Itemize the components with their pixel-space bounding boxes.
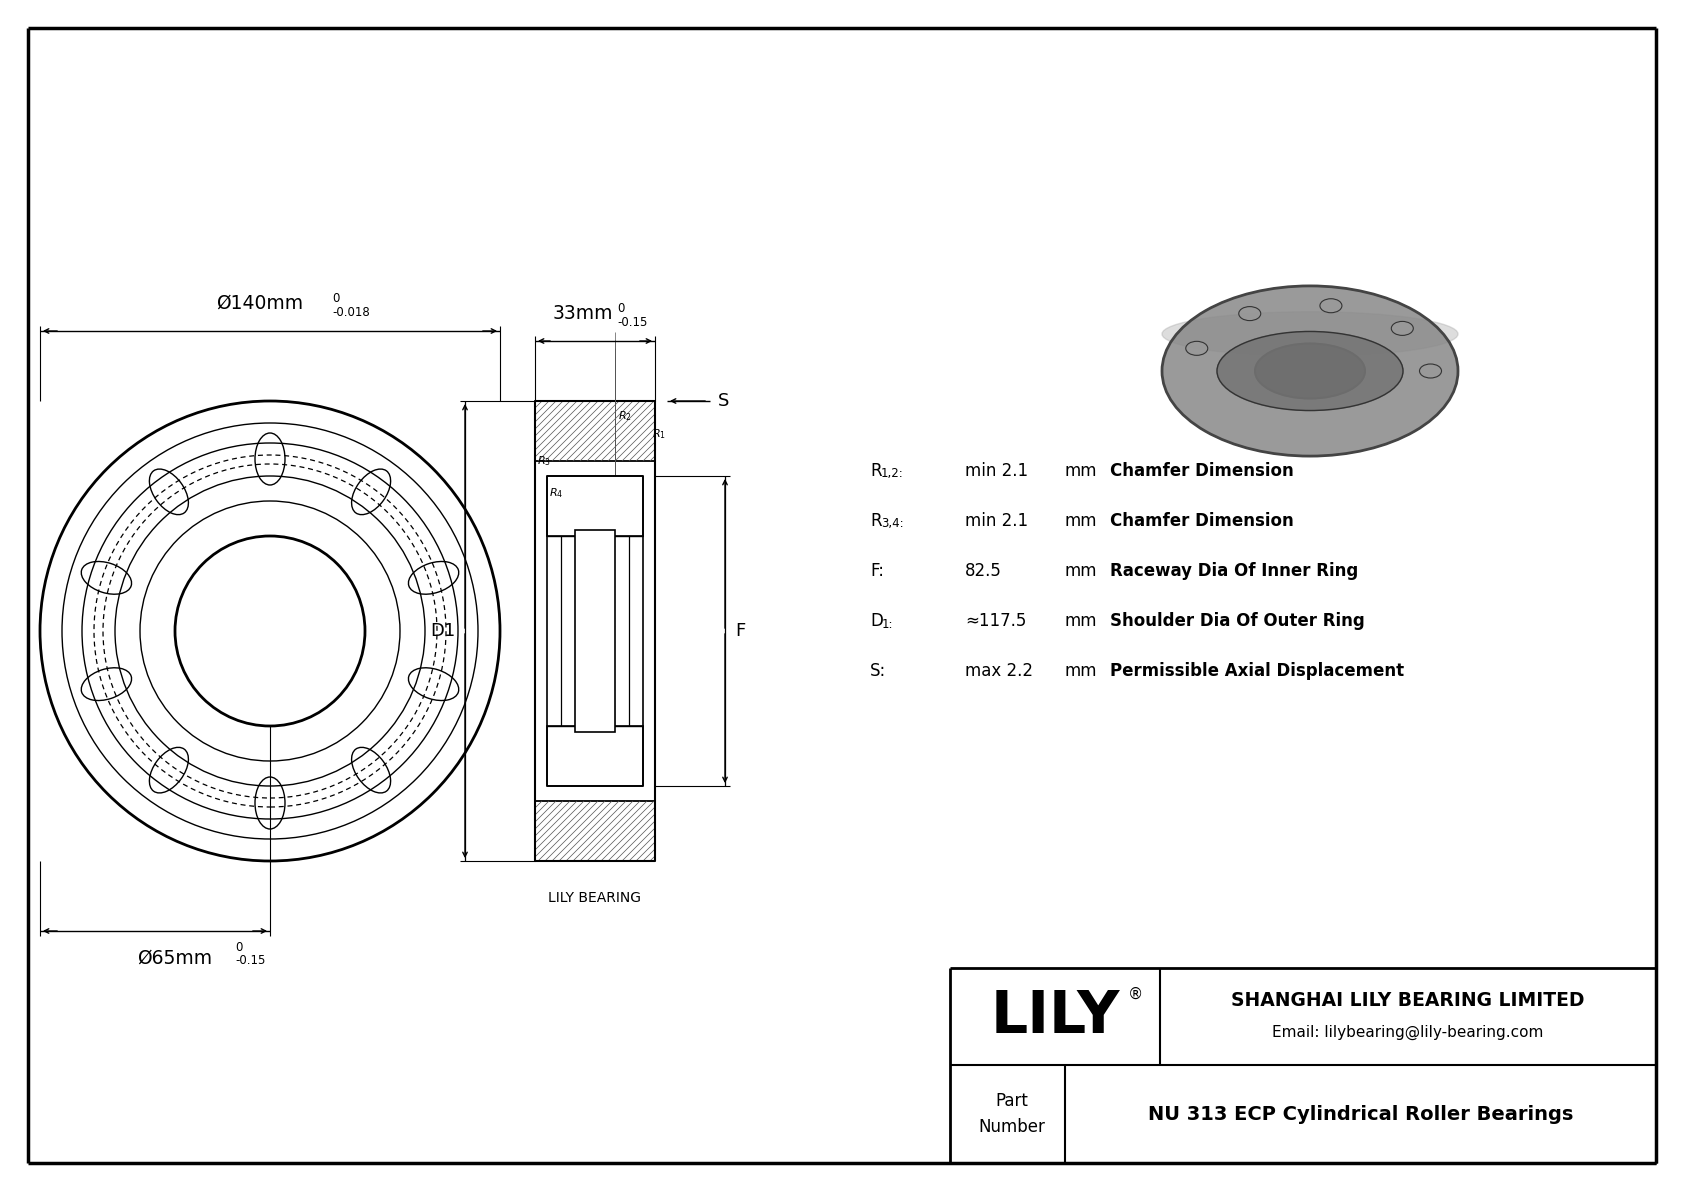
Text: NU 313 ECP Cylindrical Roller Bearings: NU 313 ECP Cylindrical Roller Bearings [1148, 1104, 1573, 1123]
Text: Shoulder Dia Of Outer Ring: Shoulder Dia Of Outer Ring [1110, 612, 1364, 630]
Bar [574, 530, 615, 731]
Text: F: F [734, 622, 746, 640]
Text: Ø65mm: Ø65mm [138, 949, 212, 968]
Text: LILY: LILY [990, 989, 1120, 1045]
Text: max 2.2: max 2.2 [965, 662, 1032, 680]
Ellipse shape [1239, 306, 1261, 320]
Ellipse shape [1391, 322, 1413, 336]
Text: 0: 0 [332, 292, 340, 305]
Text: 1:: 1: [882, 617, 894, 630]
Bar [547, 476, 643, 536]
Bar [536, 802, 655, 861]
Text: mm: mm [1064, 462, 1098, 480]
Text: mm: mm [1064, 512, 1098, 530]
Text: 3,4:: 3,4: [881, 518, 904, 530]
Text: SHANGHAI LILY BEARING LIMITED: SHANGHAI LILY BEARING LIMITED [1231, 991, 1585, 1010]
Text: $R_1$: $R_1$ [652, 428, 665, 441]
Text: 33mm: 33mm [552, 304, 613, 323]
Text: D1: D1 [429, 622, 455, 640]
Text: Chamfer Dimension: Chamfer Dimension [1110, 462, 1293, 480]
Text: min 2.1: min 2.1 [965, 462, 1029, 480]
Text: mm: mm [1064, 612, 1098, 630]
Text: $R_4$: $R_4$ [549, 486, 562, 500]
Text: ≈117.5: ≈117.5 [965, 612, 1026, 630]
Ellipse shape [1320, 299, 1342, 313]
Text: Raceway Dia Of Inner Ring: Raceway Dia Of Inner Ring [1110, 562, 1359, 580]
Text: Chamfer Dimension: Chamfer Dimension [1110, 512, 1293, 530]
Text: $R_2$: $R_2$ [618, 409, 632, 423]
Text: F:: F: [871, 562, 884, 580]
Text: min 2.1: min 2.1 [965, 512, 1029, 530]
Text: S:: S: [871, 662, 886, 680]
Text: mm: mm [1064, 662, 1098, 680]
Text: LILY BEARING: LILY BEARING [549, 891, 642, 905]
Text: R: R [871, 462, 882, 480]
Text: D: D [871, 612, 882, 630]
Text: mm: mm [1064, 562, 1098, 580]
Bar [536, 401, 655, 461]
Ellipse shape [1218, 331, 1403, 411]
Text: -0.018: -0.018 [332, 306, 370, 319]
Bar [547, 727, 643, 786]
Text: S: S [717, 392, 729, 410]
Text: 0: 0 [616, 303, 625, 314]
Ellipse shape [1186, 342, 1207, 355]
Ellipse shape [1162, 286, 1458, 456]
Text: Email: lilybearing@lily-bearing.com: Email: lilybearing@lily-bearing.com [1273, 1025, 1544, 1040]
Ellipse shape [1162, 312, 1458, 356]
Text: 0: 0 [236, 941, 242, 954]
Text: -0.15: -0.15 [616, 316, 647, 329]
Text: Ø140mm: Ø140mm [217, 294, 303, 313]
Text: ®: ® [1127, 987, 1143, 1002]
Text: 1,2:: 1,2: [881, 468, 904, 480]
Text: 82.5: 82.5 [965, 562, 1002, 580]
Text: $R_3$: $R_3$ [537, 454, 551, 468]
Text: Permissible Axial Displacement: Permissible Axial Displacement [1110, 662, 1404, 680]
Ellipse shape [1255, 343, 1366, 399]
Text: R: R [871, 512, 882, 530]
Text: Part
Number: Part Number [978, 1092, 1046, 1135]
Text: -0.15: -0.15 [236, 954, 266, 967]
Ellipse shape [1420, 364, 1442, 378]
